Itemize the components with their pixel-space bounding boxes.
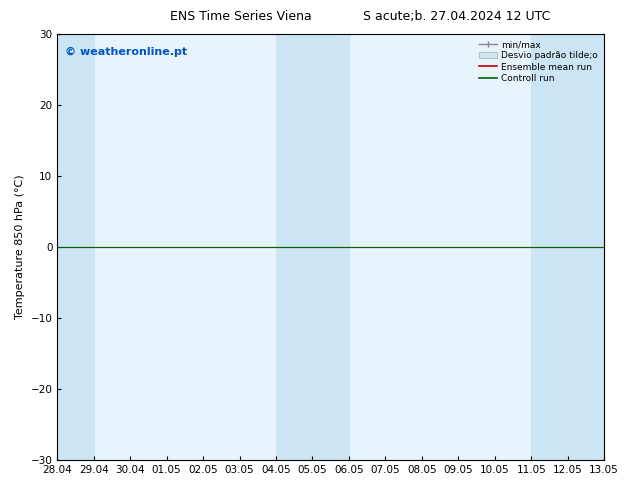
Text: ENS Time Series Viena: ENS Time Series Viena [170,10,312,23]
Legend: min/max, Desvio padrão tilde;o, Ensemble mean run, Controll run: min/max, Desvio padrão tilde;o, Ensemble… [477,38,600,85]
Bar [57,34,94,460]
Bar [276,34,349,460]
Text: © weatheronline.pt: © weatheronline.pt [65,47,188,56]
Bar [531,34,604,460]
Text: S acute;b. 27.04.2024 12 UTC: S acute;b. 27.04.2024 12 UTC [363,10,550,23]
Y-axis label: Temperature 850 hPa (°C): Temperature 850 hPa (°C) [15,174,25,319]
